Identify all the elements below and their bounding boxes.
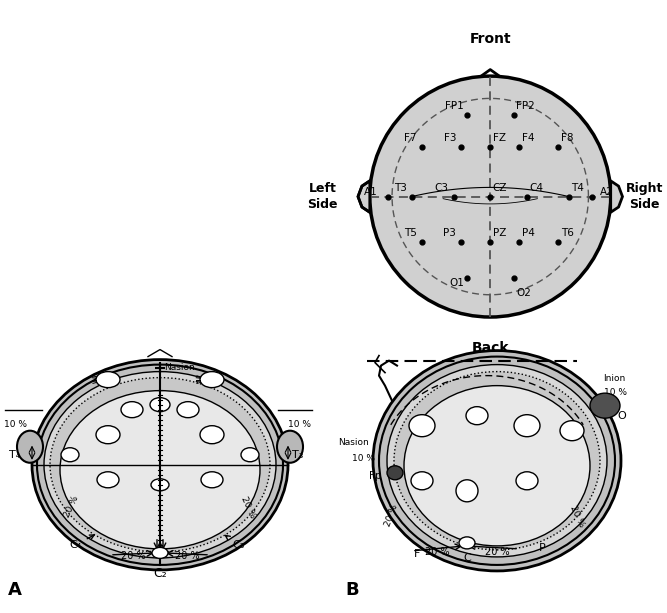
- Text: O2: O2: [516, 288, 532, 299]
- Ellipse shape: [150, 398, 170, 412]
- Text: 10 %: 10 %: [352, 454, 375, 463]
- Text: Back: Back: [472, 341, 509, 354]
- Text: FZ: FZ: [493, 133, 506, 143]
- Text: O1: O1: [449, 278, 464, 288]
- Text: 20 %: 20 %: [384, 503, 400, 528]
- Ellipse shape: [17, 431, 43, 463]
- Ellipse shape: [44, 371, 276, 558]
- Polygon shape: [358, 181, 370, 212]
- Ellipse shape: [394, 371, 600, 550]
- Text: CZ: CZ: [493, 183, 508, 192]
- Ellipse shape: [201, 472, 223, 488]
- Ellipse shape: [151, 479, 169, 491]
- Ellipse shape: [373, 351, 621, 571]
- Ellipse shape: [96, 425, 120, 444]
- Ellipse shape: [459, 537, 475, 549]
- Text: C₃: C₃: [225, 535, 244, 550]
- Ellipse shape: [277, 431, 303, 463]
- Ellipse shape: [514, 414, 540, 436]
- Text: C3: C3: [434, 183, 448, 192]
- Text: Fp: Fp: [370, 471, 382, 481]
- Text: 20 %: 20 %: [485, 547, 510, 557]
- Text: Nasion: Nasion: [338, 438, 369, 447]
- Ellipse shape: [61, 447, 79, 462]
- Text: C₂: C₂: [153, 567, 167, 580]
- Ellipse shape: [200, 371, 224, 387]
- Ellipse shape: [96, 371, 120, 387]
- Text: FP2: FP2: [516, 102, 535, 112]
- Polygon shape: [611, 181, 622, 212]
- Ellipse shape: [590, 393, 620, 418]
- Text: F7: F7: [404, 133, 417, 143]
- Text: O: O: [617, 411, 626, 421]
- Ellipse shape: [411, 472, 433, 490]
- Text: Left
Side: Left Side: [307, 182, 338, 211]
- Text: Front: Front: [470, 32, 511, 46]
- Text: B: B: [345, 581, 359, 599]
- Ellipse shape: [387, 365, 607, 557]
- Text: 10 %: 10 %: [289, 420, 311, 429]
- Ellipse shape: [60, 390, 260, 549]
- Ellipse shape: [32, 360, 288, 570]
- Ellipse shape: [177, 402, 199, 417]
- Text: Right
Side: Right Side: [626, 182, 664, 211]
- Text: 10 %: 10 %: [604, 388, 627, 397]
- Ellipse shape: [200, 425, 224, 444]
- Text: PZ: PZ: [493, 229, 506, 238]
- Text: 20 %: 20 %: [63, 495, 81, 519]
- Text: T4: T4: [572, 183, 584, 192]
- Text: C4: C4: [530, 183, 544, 192]
- Text: 20 %: 20 %: [425, 547, 450, 557]
- Text: 10 %: 10 %: [3, 420, 27, 429]
- Text: T₄: T₄: [9, 450, 20, 460]
- Text: F8: F8: [561, 133, 574, 143]
- Ellipse shape: [121, 402, 143, 417]
- Ellipse shape: [152, 547, 168, 558]
- Ellipse shape: [456, 480, 478, 502]
- Text: C: C: [463, 553, 471, 563]
- Text: P3: P3: [444, 229, 456, 238]
- Ellipse shape: [50, 378, 270, 552]
- Text: 20 %: 20 %: [175, 551, 199, 561]
- Text: A1: A1: [364, 186, 378, 197]
- Text: A: A: [8, 581, 22, 599]
- Text: P: P: [539, 543, 546, 553]
- Text: 20 %: 20 %: [239, 495, 257, 519]
- Ellipse shape: [409, 414, 435, 436]
- Ellipse shape: [404, 386, 590, 546]
- Ellipse shape: [241, 447, 259, 462]
- Ellipse shape: [97, 472, 119, 488]
- Text: A2: A2: [600, 186, 614, 197]
- Text: T5: T5: [404, 229, 417, 238]
- Ellipse shape: [466, 406, 488, 425]
- Text: Inion: Inion: [603, 374, 625, 383]
- Text: 20 %: 20 %: [121, 551, 145, 561]
- Text: P4: P4: [522, 229, 534, 238]
- Text: T3: T3: [394, 183, 406, 192]
- Text: F4: F4: [522, 133, 534, 143]
- Ellipse shape: [387, 466, 403, 480]
- Text: T₃: T₃: [292, 450, 303, 460]
- Circle shape: [370, 76, 611, 317]
- Text: F3: F3: [444, 133, 456, 143]
- Text: 20 %: 20 %: [568, 503, 586, 528]
- Text: F: F: [414, 549, 420, 559]
- Text: T6: T6: [561, 229, 574, 238]
- Text: C₄: C₄: [70, 535, 94, 550]
- Ellipse shape: [516, 472, 538, 490]
- Ellipse shape: [560, 421, 584, 441]
- Text: Nasion: Nasion: [164, 363, 195, 372]
- Text: FP1: FP1: [446, 102, 464, 112]
